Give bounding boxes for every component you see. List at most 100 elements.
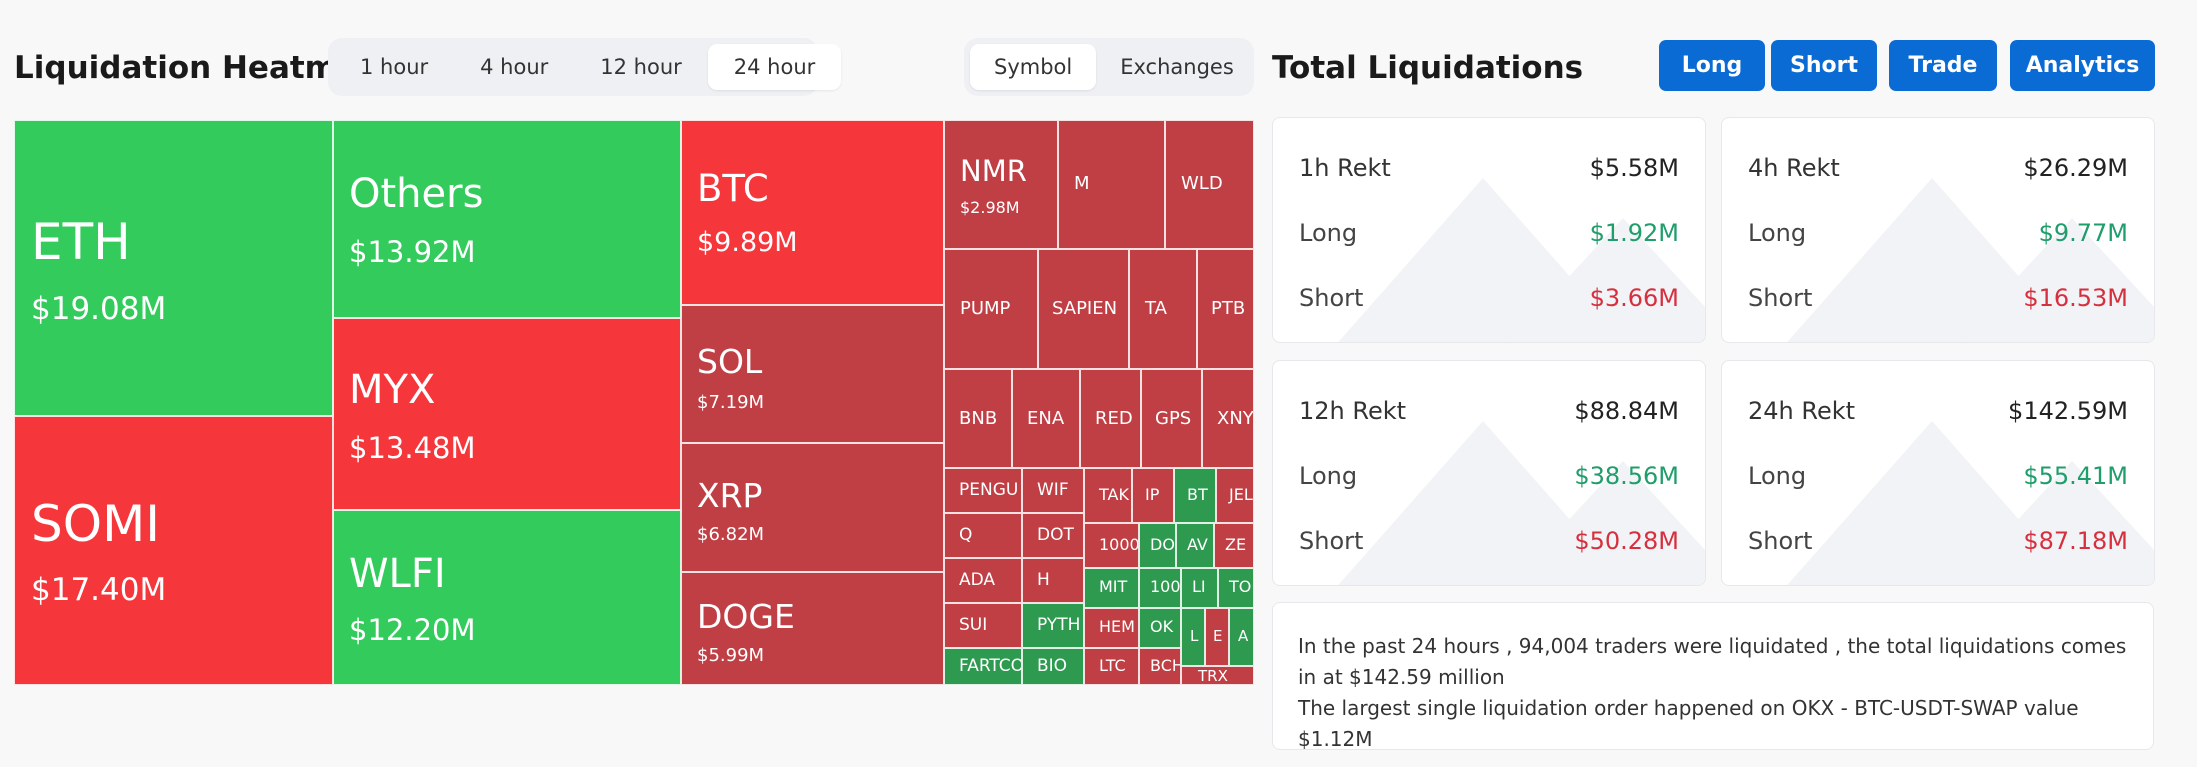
heatmap-tile-trx[interactable]: TRX <box>1181 666 1254 685</box>
card-period: 12h Rekt <box>1299 397 1407 425</box>
tile-symbol: PUMP <box>960 298 1011 319</box>
tile-symbol: AV <box>1187 535 1208 554</box>
heatmap-tile-xrp[interactable]: XRP $6.82M <box>681 443 944 572</box>
trade-button[interactable]: Trade <box>1889 40 1997 91</box>
card-short-label: Short <box>1299 284 1364 312</box>
heatmap-tile-m[interactable]: M <box>1058 120 1165 249</box>
heatmap-tile-ada[interactable]: ADA <box>944 558 1022 603</box>
card-long-value: $38.56M <box>1574 462 1679 490</box>
heatmap-tile-btc[interactable]: BTC $9.89M <box>681 120 944 305</box>
group-option-symbol[interactable]: Symbol <box>970 44 1097 90</box>
heatmap-tile-ptb[interactable]: PTB <box>1197 249 1254 369</box>
tile-value: $2.98M <box>960 198 1020 217</box>
tile-symbol: LTC <box>1099 656 1126 675</box>
heatmap-tile-sol[interactable]: SOL $7.19M <box>681 305 944 443</box>
tile-symbol: SAPIEN <box>1052 298 1118 319</box>
card-short-row: Short $87.18M <box>1748 527 2128 555</box>
group-by-toggle: Symbol Exchanges <box>964 38 1254 96</box>
summary-line-2: The largest single liquidation order hap… <box>1298 696 2079 751</box>
heatmap-tile-eth[interactable]: ETH $19.08M <box>14 120 333 416</box>
heatmap-tile-ena[interactable]: ENA <box>1012 369 1080 468</box>
tile-symbol: FARTCO <box>959 656 1022 676</box>
heatmap-tile-bt[interactable]: BT <box>1174 468 1216 523</box>
heatmap-tile-nmr[interactable]: NMR $2.98M <box>944 120 1058 249</box>
analytics-button[interactable]: Analytics <box>2010 40 2155 91</box>
mountain-watermark <box>1503 218 1705 342</box>
heatmap-tile-red[interactable]: RED <box>1080 369 1141 468</box>
heatmap-tile-myx[interactable]: MYX $13.48M <box>333 318 681 510</box>
heatmap-tile-ltc[interactable]: LTC <box>1084 648 1139 685</box>
heatmap-tile-li[interactable]: LI <box>1181 568 1218 608</box>
heatmap-tile-e[interactable]: E <box>1205 608 1229 666</box>
heatmap-tile-gps[interactable]: GPS <box>1141 369 1202 468</box>
tile-symbol: SUI <box>959 615 988 635</box>
tile-symbol: H <box>1037 570 1050 590</box>
heatmap-tile-pump[interactable]: PUMP <box>944 249 1038 369</box>
short-button[interactable]: Short <box>1771 40 1877 91</box>
heatmap-tile-ze[interactable]: ZE <box>1214 523 1254 568</box>
tile-value: $17.40M <box>31 572 167 608</box>
heatmap-tile-mit[interactable]: MIT <box>1084 568 1139 608</box>
rekt-card-1h: 1h Rekt $5.58M Long $1.92M Short $3.66M <box>1272 117 1706 343</box>
heatmap-tile-av[interactable]: AV <box>1176 523 1214 568</box>
time-option-4h[interactable]: 4 hour <box>480 55 549 79</box>
heatmap-tile-100[interactable]: 100 <box>1139 568 1181 608</box>
time-option-24h[interactable]: 24 hour <box>707 44 842 90</box>
tile-symbol: M <box>1074 173 1090 194</box>
heatmap-tile-pengu[interactable]: PENGU <box>944 468 1022 513</box>
heatmap-tile-to[interactable]: TO <box>1218 568 1254 608</box>
heatmap-tile-dot[interactable]: DOT <box>1022 513 1084 558</box>
card-short-label: Short <box>1748 527 1813 555</box>
heatmap-tile-bio[interactable]: BIO <box>1022 648 1084 685</box>
tile-symbol: L <box>1190 627 1199 645</box>
heatmap-tile-ip[interactable]: IP <box>1132 468 1174 523</box>
card-period: 4h Rekt <box>1748 154 1840 182</box>
card-long-label: Long <box>1748 219 1807 247</box>
heatmap-tile-sapien[interactable]: SAPIEN <box>1038 249 1129 369</box>
card-short-value: $16.53M <box>2023 284 2128 312</box>
tile-symbol: BTC <box>697 167 769 210</box>
card-total-row: 1h Rekt $5.58M <box>1299 154 1679 182</box>
card-long-row: Long $55.41M <box>1748 462 2128 490</box>
heatmap-tile-xny[interactable]: XNY <box>1202 369 1254 468</box>
heatmap-tile-1000[interactable]: 1000 <box>1084 523 1139 568</box>
tile-symbol: MIT <box>1099 577 1128 596</box>
heatmap-tile-fartco[interactable]: FARTCO <box>944 648 1022 685</box>
tile-value: $13.48M <box>349 431 476 465</box>
heatmap-tile-bch[interactable]: BCH <box>1139 648 1181 685</box>
tile-value: $13.92M <box>349 235 476 269</box>
tile-symbol: JEL <box>1229 485 1253 504</box>
heatmap-tile-ok[interactable]: OK <box>1139 608 1181 648</box>
group-option-exchanges[interactable]: Exchanges <box>1120 55 1234 79</box>
tile-symbol: RED <box>1095 408 1133 429</box>
tile-symbol: XRP <box>697 476 763 515</box>
heatmap-tile-tak[interactable]: TAK <box>1084 468 1132 523</box>
heatmap-tile-wif[interactable]: WIF <box>1022 468 1084 513</box>
heatmap-tile-pyth[interactable]: PYTH <box>1022 603 1084 648</box>
time-range-toggle: 1 hour 4 hour 12 hour 24 hour <box>328 38 842 96</box>
heatmap-tile-sui[interactable]: SUI <box>944 603 1022 648</box>
heatmap-tile-a[interactable]: A <box>1229 608 1254 666</box>
heatmap-tile-ta[interactable]: TA <box>1129 249 1197 369</box>
long-button[interactable]: Long <box>1659 40 1765 91</box>
heatmap-tile-wld[interactable]: WLD <box>1165 120 1254 249</box>
tile-value: $6.82M <box>697 524 765 545</box>
time-option-12h[interactable]: 12 hour <box>600 55 682 79</box>
card-total-row: 24h Rekt $142.59M <box>1748 397 2128 425</box>
heatmap-tile-wlfi[interactable]: WLFI $12.20M <box>333 510 681 685</box>
heatmap-tile-hem[interactable]: HEM <box>1084 608 1139 648</box>
heatmap-tile-do[interactable]: DO <box>1139 523 1176 568</box>
tile-symbol: TO <box>1229 577 1252 596</box>
mountain-watermark <box>1952 461 2154 585</box>
heatmap-tile-jel[interactable]: JEL <box>1216 468 1254 523</box>
card-total-row: 12h Rekt $88.84M <box>1299 397 1679 425</box>
heatmap-tile-doge[interactable]: DOGE $5.99M <box>681 572 944 685</box>
heatmap-tile-q[interactable]: Q <box>944 513 1022 558</box>
heatmap-tile-l[interactable]: L <box>1181 608 1205 666</box>
card-short-value: $3.66M <box>1589 284 1679 312</box>
heatmap-tile-somi[interactable]: SOMI $17.40M <box>14 416 333 685</box>
heatmap-tile-h[interactable]: H <box>1022 558 1084 603</box>
heatmap-tile-bnb[interactable]: BNB <box>944 369 1012 468</box>
heatmap-tile-others[interactable]: Others $13.92M <box>333 120 681 318</box>
time-option-1h[interactable]: 1 hour <box>360 55 429 79</box>
